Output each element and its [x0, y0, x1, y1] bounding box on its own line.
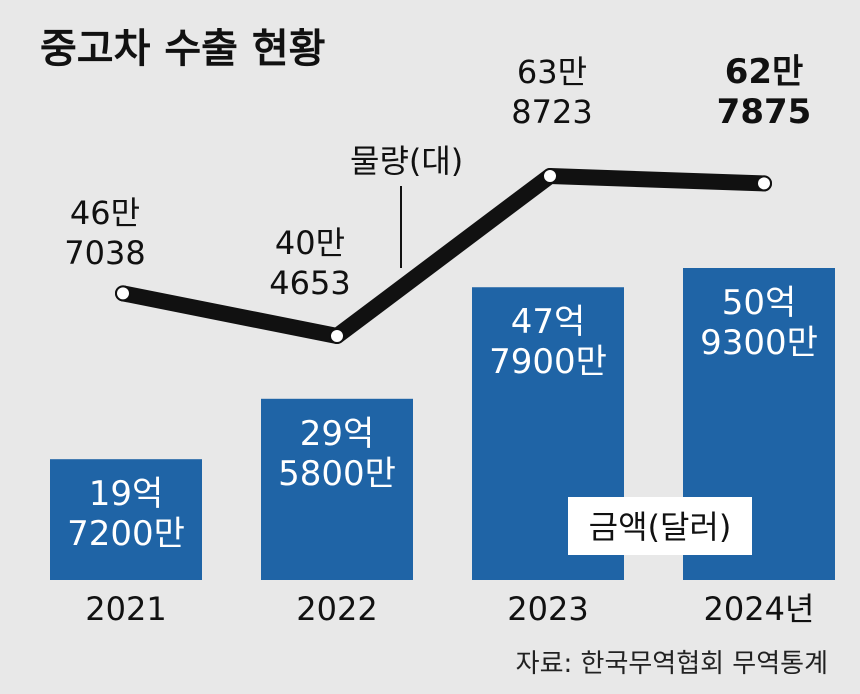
- bar-value-label: 7900만: [489, 342, 607, 382]
- source-note: 자료: 한국무역협회 무역통계: [516, 649, 828, 679]
- bar-value-label: 47억: [511, 302, 586, 342]
- line-value-label: 7038: [64, 234, 145, 272]
- line-value-label: 4653: [269, 264, 350, 302]
- line-value-label: 40만: [275, 224, 345, 262]
- bar-1: [261, 398, 413, 580]
- bar-value-label: 50억: [722, 283, 797, 323]
- line-value-label: 7875: [717, 92, 812, 132]
- x-tick-label: 2024년: [704, 590, 815, 628]
- line-point-0: [115, 285, 131, 302]
- x-tick-label: 2023: [507, 590, 588, 628]
- bar-legend-label: 금액(달러): [589, 508, 732, 546]
- line-value-label: 62만: [725, 52, 804, 92]
- line-point-3: [756, 175, 772, 192]
- bar-value-label: 7200만: [67, 514, 185, 554]
- line-path: [115, 168, 772, 344]
- chart-title: 중고차 수출 현황: [40, 26, 325, 72]
- bar-value-label: 9300만: [700, 323, 818, 363]
- bar-0: [50, 459, 202, 580]
- line-legend-label: 물량(대): [350, 142, 463, 180]
- bar-legend-box: [568, 497, 752, 555]
- x-tick-label: 2022: [296, 590, 377, 628]
- line-value-label: 46만: [70, 194, 140, 232]
- x-tick-label: 2021: [85, 590, 166, 628]
- line-point-2: [542, 168, 558, 184]
- line-value-label: 63만: [517, 53, 587, 91]
- line-point-1: [329, 328, 345, 344]
- bar-value-label: 19억: [89, 474, 164, 514]
- bar-value-label: 5800만: [278, 454, 396, 494]
- x-axis: 2021 2022 2023 2024년: [85, 590, 814, 628]
- line-value-label: 8723: [511, 93, 592, 131]
- bar-value-label: 29억: [300, 414, 375, 454]
